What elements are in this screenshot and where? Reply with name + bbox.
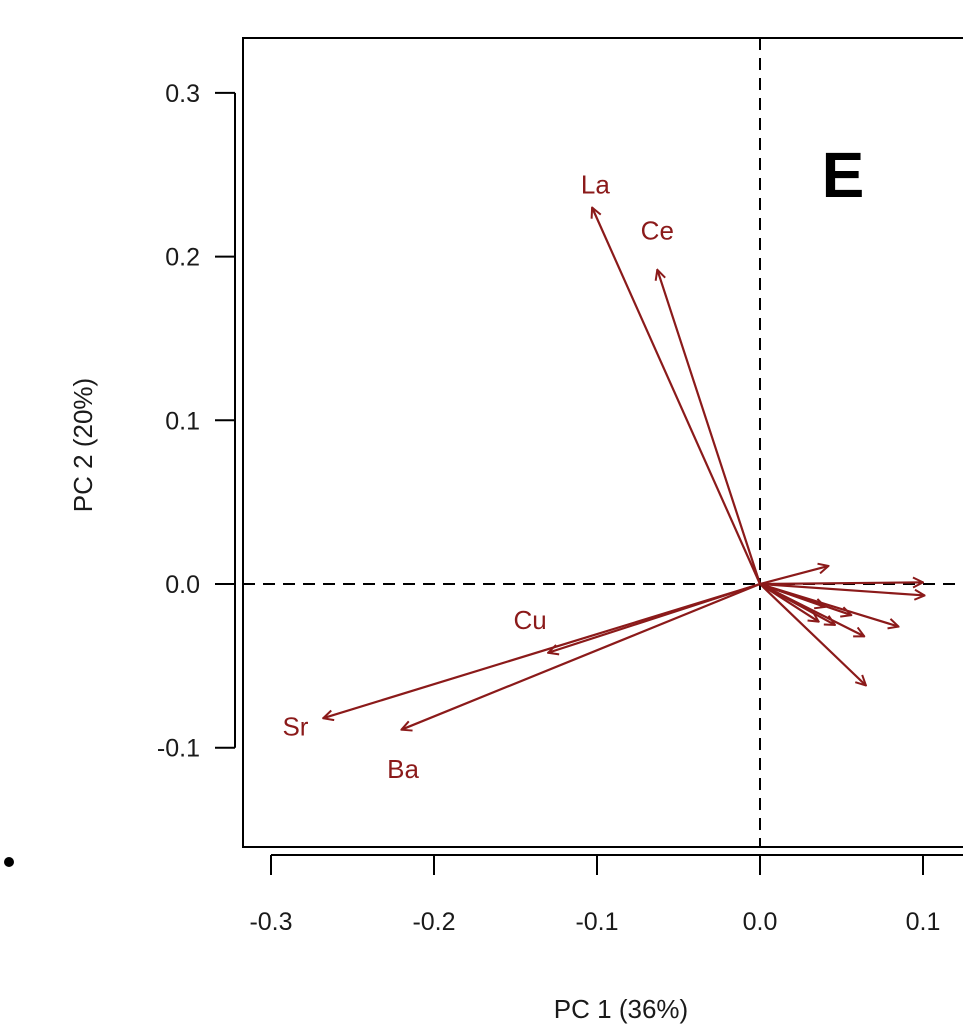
y-tick-label: 0.1 xyxy=(165,407,200,435)
x-tick-label: -0.2 xyxy=(412,908,455,936)
panel-letter: E xyxy=(822,139,865,211)
x-tick-label: 0.0 xyxy=(743,908,778,936)
vector-label-ce: Ce xyxy=(641,215,674,245)
loading-vector xyxy=(759,582,825,607)
loading-vector xyxy=(759,582,923,584)
vector-label-ba: Ba xyxy=(387,754,419,784)
x-axis-title: PC 1 (36%) xyxy=(554,994,688,1024)
loading-vector xyxy=(759,583,819,622)
vector-label-sr: Sr xyxy=(282,711,308,741)
y-tick-label: 0.0 xyxy=(165,571,200,599)
vector-label-la: La xyxy=(581,170,610,200)
plot-frame xyxy=(242,37,963,848)
y-tick-label: -0.1 xyxy=(157,735,200,763)
loading-vector-la xyxy=(592,207,762,585)
y-tick-label: 0.2 xyxy=(165,244,200,272)
loading-vector-ba xyxy=(401,582,761,730)
vector-label-cu: Cu xyxy=(514,605,547,635)
loading-vector-ce xyxy=(657,270,762,585)
loading-vector xyxy=(759,566,828,586)
x-tick-label: -0.3 xyxy=(249,908,292,936)
x-tick-label: 0.1 xyxy=(906,908,941,936)
y-axis-title: PC 2 (20%) xyxy=(68,378,98,512)
loading-vector-sr xyxy=(323,582,761,718)
stray-dot xyxy=(4,857,14,867)
x-tick-label: -0.1 xyxy=(575,908,618,936)
loading-vector xyxy=(759,583,866,685)
y-tick-label: 0.3 xyxy=(165,80,200,108)
loading-vector xyxy=(759,582,925,595)
